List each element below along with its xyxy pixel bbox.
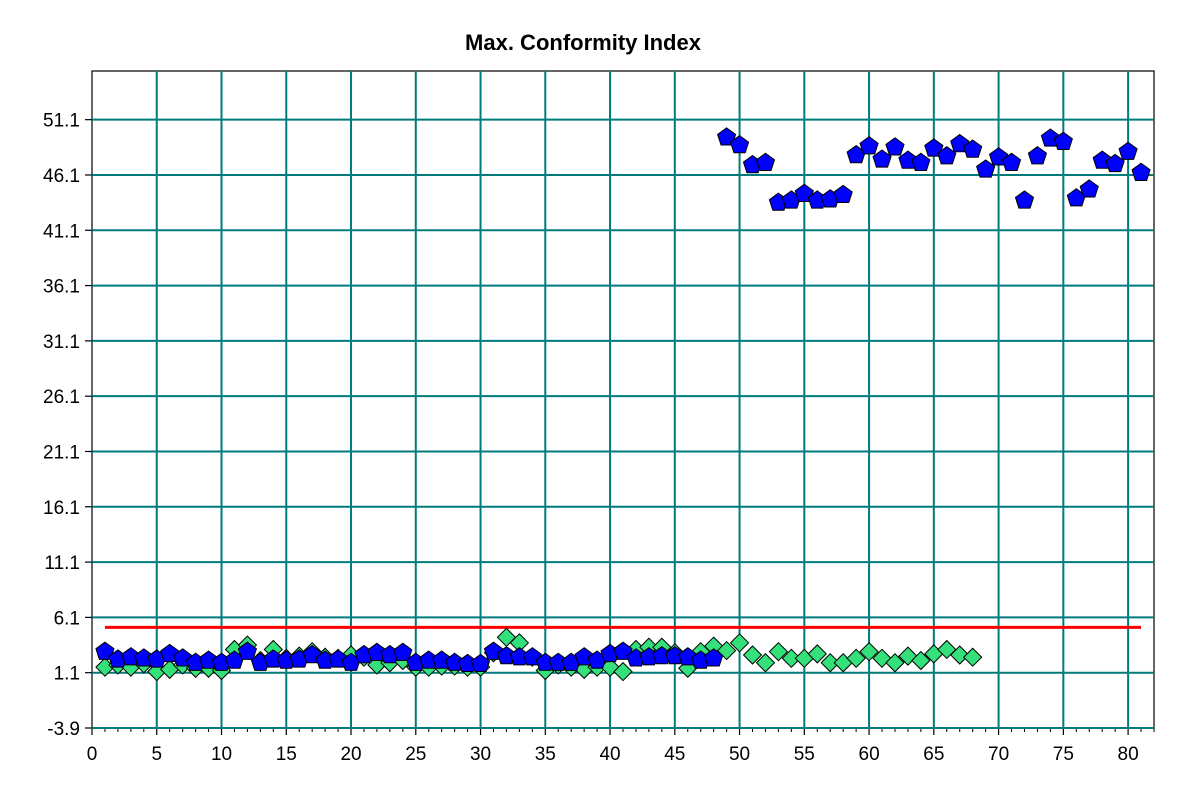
x-tick-label: 5 bbox=[151, 744, 162, 765]
chart-title: Max. Conformity Index bbox=[465, 30, 702, 55]
y-tick-label: 6.1 bbox=[54, 608, 80, 629]
diamond-point bbox=[768, 641, 789, 662]
x-tick-label: 25 bbox=[405, 744, 426, 765]
pentagon-point bbox=[859, 136, 879, 155]
y-tick-label: 41.1 bbox=[43, 221, 80, 242]
pentagon-point bbox=[1079, 179, 1099, 198]
x-tick-label: 60 bbox=[859, 744, 880, 765]
pentagon-point bbox=[729, 134, 750, 154]
y-tick-label: 26.1 bbox=[43, 387, 80, 408]
diamond-point bbox=[950, 645, 970, 665]
y-tick-label: 11.1 bbox=[44, 553, 80, 574]
pentagon-point bbox=[393, 642, 413, 661]
x-tick-label: 65 bbox=[923, 744, 944, 765]
diamond-point bbox=[885, 653, 905, 673]
pentagon-point bbox=[1118, 141, 1138, 160]
pentagon-point bbox=[1053, 131, 1073, 150]
pentagon-point bbox=[755, 152, 776, 171]
y-tick-label: -3.9 bbox=[47, 719, 80, 740]
diamond-point bbox=[898, 646, 918, 666]
pentagon-point bbox=[198, 650, 219, 669]
pentagon-point bbox=[911, 152, 931, 171]
x-tick-label: 40 bbox=[599, 744, 620, 765]
x-tick-label: 55 bbox=[794, 744, 815, 765]
y-tick-label: 16.1 bbox=[43, 498, 80, 519]
pentagon-point bbox=[924, 138, 944, 157]
x-tick-label: 30 bbox=[470, 744, 491, 765]
y-tick-label: 21.1 bbox=[43, 442, 80, 463]
diamond-point bbox=[937, 639, 957, 660]
diamond-point bbox=[846, 648, 866, 669]
pentagon-point bbox=[237, 641, 258, 660]
diamond-point bbox=[807, 644, 827, 664]
x-tick-label: 45 bbox=[664, 744, 685, 765]
plot-area: 0 5 10 15 20 25 30 35 40 45 50 55 60 65 70 75 80 -3.9 1.1 6… bbox=[43, 70, 1155, 765]
x-tick-label: 70 bbox=[988, 744, 1009, 765]
pentagon-point bbox=[898, 150, 918, 169]
y-tick-label: 51.1 bbox=[43, 111, 80, 132]
diamond-point bbox=[962, 647, 983, 667]
x-tick-label: 15 bbox=[276, 744, 297, 765]
y-tick-label: 36.1 bbox=[43, 277, 80, 298]
y-tick-label: 46.1 bbox=[43, 166, 80, 187]
pentagon-point bbox=[704, 648, 724, 667]
pentagon-point bbox=[95, 641, 115, 660]
diamond-point bbox=[781, 648, 802, 669]
pentagon-point bbox=[963, 139, 983, 158]
diamond-point bbox=[742, 645, 763, 665]
diamond-point bbox=[911, 650, 931, 671]
pentagon-point bbox=[885, 137, 905, 156]
y-tick-label: 31.1 bbox=[43, 332, 80, 353]
pentagon-point bbox=[1131, 162, 1151, 181]
x-tick-label: 20 bbox=[340, 744, 361, 765]
x-tick-label: 35 bbox=[535, 744, 556, 765]
pentagon-point bbox=[432, 650, 452, 669]
pentagon-point bbox=[1014, 190, 1035, 209]
pentagon-point bbox=[716, 127, 737, 146]
x-tick-label: 10 bbox=[211, 744, 232, 765]
x-tick-label: 50 bbox=[729, 744, 750, 765]
diamond-point bbox=[859, 641, 879, 662]
diamond-point bbox=[729, 633, 750, 653]
x-tick-label: 0 bbox=[87, 744, 98, 765]
x-tick-label: 80 bbox=[1118, 744, 1139, 765]
diamond-point bbox=[820, 653, 840, 673]
plot-frame bbox=[91, 70, 1155, 729]
diamond-point bbox=[755, 653, 776, 673]
pentagon-point bbox=[833, 184, 853, 204]
pentagon-point bbox=[1027, 146, 1048, 165]
x-tick-label: 75 bbox=[1053, 744, 1074, 765]
pentagon-point bbox=[367, 642, 387, 661]
y-tick-label: 1.1 bbox=[54, 664, 80, 685]
diamond-point bbox=[613, 661, 633, 682]
pentagon-point bbox=[1001, 152, 1022, 171]
